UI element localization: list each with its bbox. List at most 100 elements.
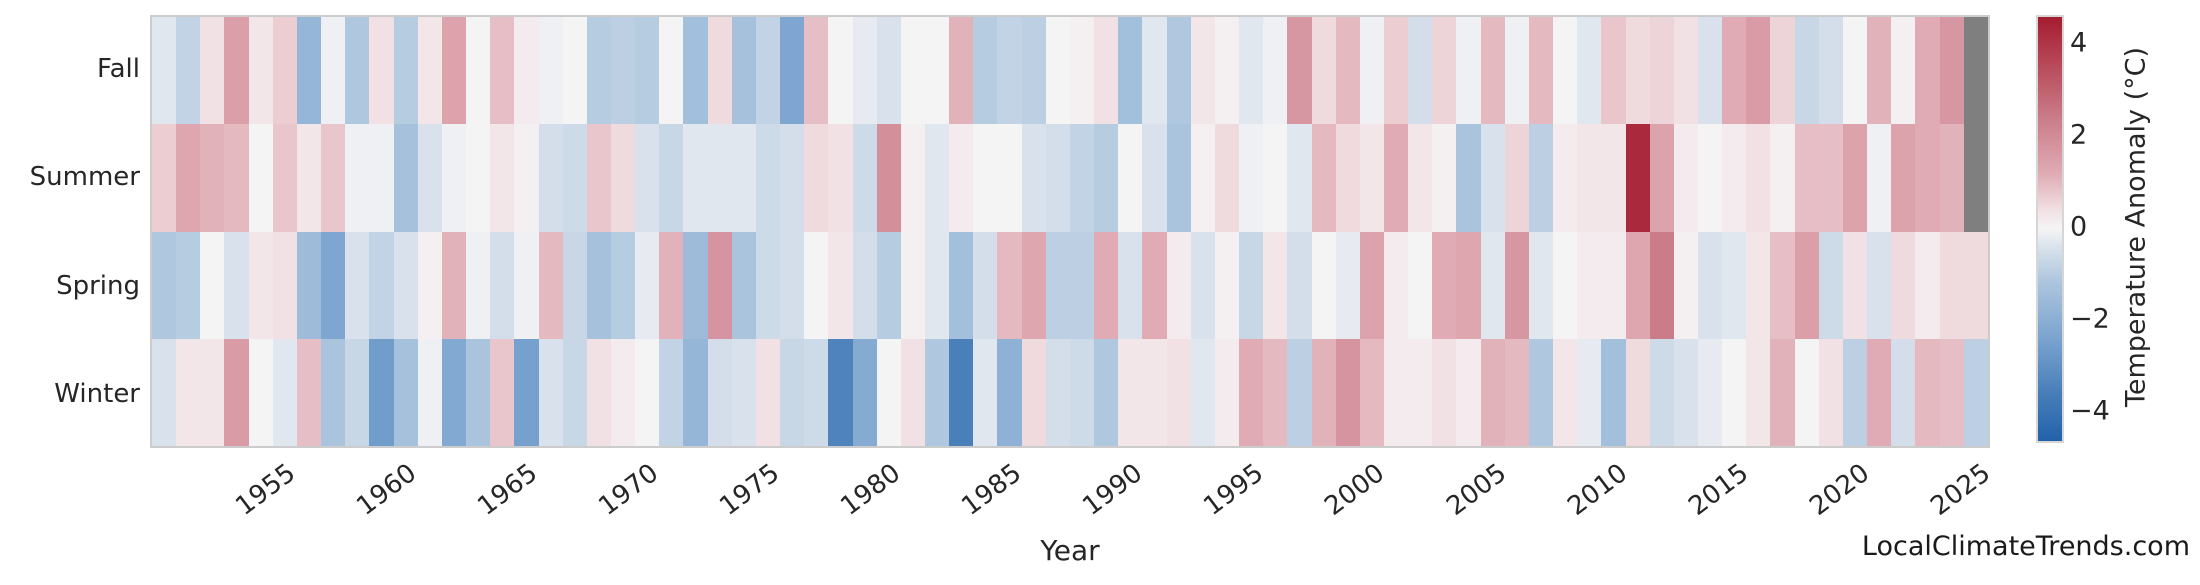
heatmap-cell	[200, 17, 225, 125]
heatmap-cell	[152, 338, 177, 446]
heatmap-cell	[635, 124, 660, 232]
heatmap-cell	[393, 17, 418, 125]
heatmap-cell	[659, 17, 684, 125]
x-tick-text: 1965	[472, 458, 544, 522]
heatmap-cell	[1842, 124, 1868, 232]
heatmap-cell	[1891, 17, 1916, 125]
heatmap-cell	[1722, 124, 1747, 232]
heatmap-cell	[562, 17, 587, 125]
heatmap-cell	[1456, 17, 1481, 125]
heatmap-cell	[876, 338, 901, 446]
heatmap-cell	[1359, 17, 1384, 125]
heatmap-cell	[369, 17, 394, 125]
heatmap-cell	[272, 17, 297, 125]
heatmap-cell	[1214, 124, 1240, 232]
heatmap-cell	[1915, 338, 1940, 446]
heatmap-cell	[925, 338, 950, 446]
heatmap-plot-area	[150, 15, 1990, 448]
heatmap-cell	[1528, 338, 1554, 446]
colorbar-tick-2: 2	[2070, 119, 2088, 151]
heatmap-cell	[1770, 231, 1795, 339]
heatmap-cell	[490, 338, 515, 446]
heatmap-cell	[1480, 338, 1505, 446]
heatmap-cell	[1794, 124, 1819, 232]
heatmap-cell	[1673, 17, 1698, 125]
heatmap-cell	[1528, 124, 1554, 232]
colorbar-tick-4: 4	[2070, 27, 2088, 59]
heatmap-cell	[586, 338, 611, 446]
heatmap-cell	[248, 231, 273, 339]
heatmap-cell	[1867, 231, 1892, 339]
heatmap-cell	[973, 17, 998, 125]
heatmap-cell	[1118, 338, 1143, 446]
heatmap-cell	[828, 338, 853, 446]
heatmap-cell	[1142, 231, 1167, 339]
heatmap-cell	[586, 124, 611, 232]
heatmap-cell	[152, 124, 177, 232]
heatmap-cell	[1118, 17, 1143, 125]
heatmap-cell	[973, 231, 998, 339]
heatmap-cell	[538, 338, 563, 446]
heatmap-cell	[1480, 124, 1505, 232]
heatmap-cell	[997, 231, 1022, 339]
heatmap-cell	[224, 231, 249, 339]
heatmap-cell	[707, 17, 732, 125]
heatmap-cell	[1504, 124, 1529, 232]
heatmap-cell	[224, 124, 249, 232]
heatmap-cell	[1166, 338, 1191, 446]
heatmap-cell	[1867, 124, 1892, 232]
heatmap-cell	[949, 17, 974, 125]
heatmap-cell	[1287, 231, 1312, 339]
heatmap-cell	[1480, 231, 1505, 339]
heatmap-cell	[586, 231, 611, 339]
heatmap-cell	[1649, 338, 1674, 446]
heatmap-cell	[1842, 231, 1868, 339]
heatmap-cell	[1794, 17, 1819, 125]
heatmap-cell	[1577, 124, 1602, 232]
heatmap-cell	[997, 124, 1022, 232]
heatmap-cell	[1770, 338, 1795, 446]
heatmap-cell	[1698, 338, 1723, 446]
heatmap-cell	[562, 231, 587, 339]
heatmap-cell	[828, 17, 853, 125]
heatmap-cell	[1118, 231, 1143, 339]
heatmap-cell	[1939, 338, 1964, 446]
heatmap-cell	[369, 338, 394, 446]
heatmap-cell	[1939, 124, 1964, 232]
heatmap-cell	[1504, 17, 1529, 125]
heatmap-cell	[1601, 17, 1626, 125]
heatmap-cell	[1021, 231, 1046, 339]
heatmap-cell	[900, 338, 925, 446]
heatmap-cell	[1673, 231, 1698, 339]
heatmap-row-spring	[152, 231, 1988, 339]
heatmap-row-winter	[152, 338, 1988, 446]
heatmap-cell	[417, 17, 442, 125]
heatmap-cell	[1891, 231, 1916, 339]
heatmap-cell	[1625, 231, 1650, 339]
heatmap-cell	[755, 338, 781, 446]
heatmap-cell	[828, 231, 853, 339]
heatmap-cell	[1432, 17, 1457, 125]
heatmap-cell	[1504, 338, 1529, 446]
heatmap-cell	[321, 124, 346, 232]
heatmap-cell	[997, 17, 1022, 125]
heatmap-cell	[1553, 231, 1578, 339]
watermark-text: LocalClimateTrends.com	[1861, 531, 2190, 562]
colorbar-tick-0: 0	[2070, 211, 2088, 243]
x-tick-text: 1975	[714, 458, 786, 522]
heatmap-cell	[441, 17, 467, 125]
heatmap-cell	[1142, 338, 1167, 446]
heatmap-cell	[176, 17, 201, 125]
heatmap-cell	[852, 17, 877, 125]
heatmap-cell	[1021, 338, 1046, 446]
heatmap-cell	[441, 338, 467, 446]
heatmap-cell	[296, 338, 322, 446]
colorbar-tick--4: −4	[2070, 395, 2110, 427]
heatmap-cell	[900, 231, 925, 339]
colorbar-tick--2: −2	[2070, 303, 2110, 335]
row-label-summer: Summer	[29, 162, 140, 193]
heatmap-cell	[1553, 124, 1578, 232]
heatmap-cell	[176, 124, 201, 232]
heatmap-cell	[1698, 231, 1723, 339]
